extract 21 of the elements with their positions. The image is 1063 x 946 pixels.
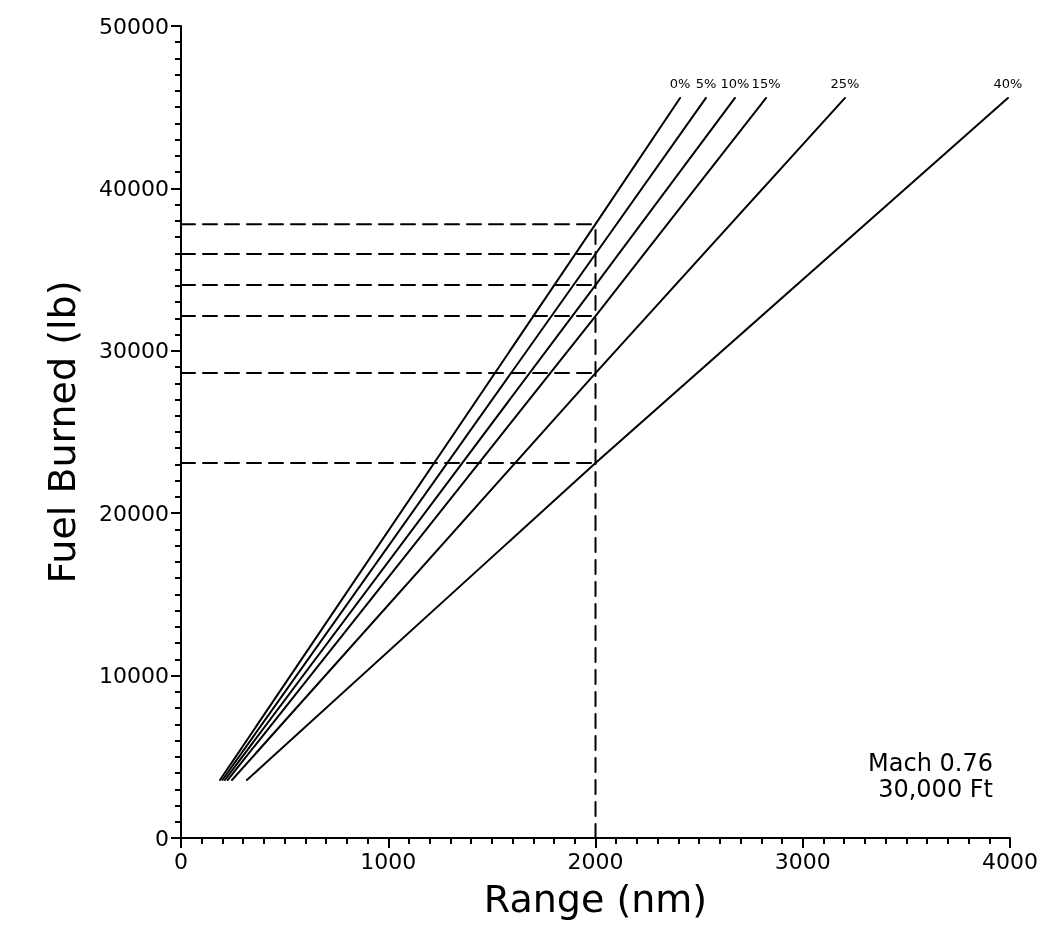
y-tick-label: 10000 (99, 663, 169, 689)
x-tick-label: 0 (174, 848, 188, 874)
x-tick-label: 3000 (774, 848, 831, 874)
annotation: 30,000 Ft (878, 775, 994, 803)
series-label: 10% (720, 75, 750, 91)
series-label: 5% (695, 75, 717, 91)
y-tick-label: 40000 (99, 175, 169, 201)
y-tick-label: 50000 (99, 13, 169, 39)
series-label: 0% (669, 75, 691, 91)
y-axis-title: Fuel Burned (lb) (40, 280, 84, 584)
y-tick-label: 0 (155, 825, 169, 851)
annotation: Mach 0.76 (868, 749, 993, 777)
x-tick-label: 4000 (982, 848, 1038, 874)
x-tick-label: 2000 (567, 848, 624, 874)
series-label: 25% (830, 75, 860, 91)
series-label: 40% (993, 75, 1023, 91)
series-label: 15% (751, 75, 781, 91)
y-tick-label: 30000 (99, 338, 169, 364)
x-axis-title: Range (nm) (483, 877, 708, 921)
x-tick-label: 1000 (360, 848, 417, 874)
y-tick-label: 20000 (99, 500, 169, 526)
